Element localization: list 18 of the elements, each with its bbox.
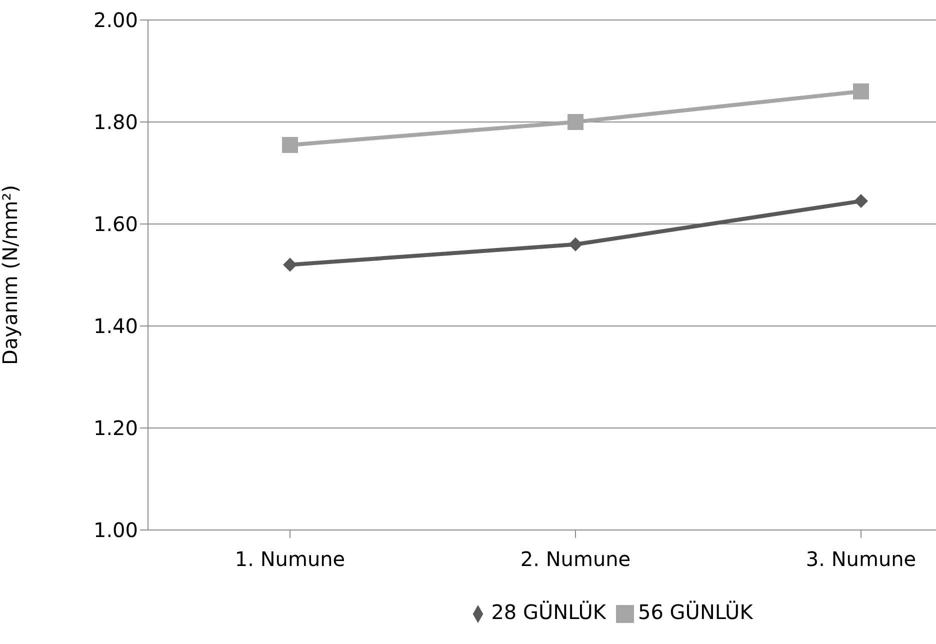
x-tick-label: 2. Numune [520, 547, 631, 572]
legend-label: 28 GÜNLÜK [491, 600, 606, 624]
x-tick-label: 3. Numune [806, 547, 916, 572]
y-tick-label: 1.60 [93, 212, 138, 236]
y-axis-title: Dayanım (N/mm²) [0, 184, 22, 366]
x-tick-label: 1. Numune [234, 547, 346, 572]
point [854, 194, 868, 208]
point [568, 114, 584, 130]
point [283, 258, 297, 272]
y-tick-label: 1.20 [93, 416, 138, 440]
point [282, 136, 298, 153]
y-tick-label: 2.00 [93, 8, 138, 32]
y-tick-label: 1.40 [93, 314, 138, 338]
point [853, 83, 869, 100]
y-tick-label: 1.80 [93, 110, 138, 134]
point [568, 237, 582, 252]
y-tick-label: 1.00 [93, 518, 138, 542]
legend-label: 56 GÜNLÜK [638, 600, 753, 624]
